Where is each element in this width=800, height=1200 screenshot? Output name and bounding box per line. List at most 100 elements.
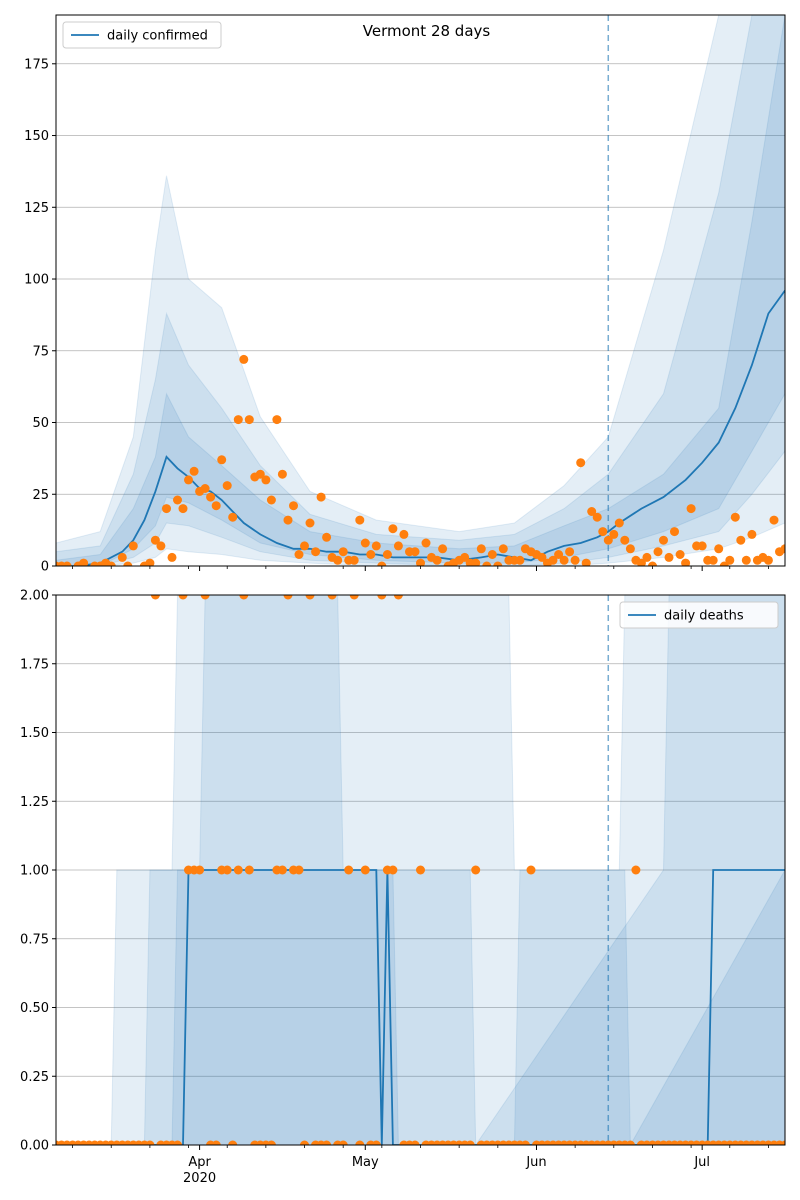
uncertainty-band-inner	[56, 868, 785, 1145]
data-point-106	[659, 535, 668, 545]
y-tick-label-4: 100	[24, 273, 49, 288]
y-tick-label-7: 1.75	[20, 657, 49, 672]
data-point-34	[239, 595, 249, 600]
data-point-48	[338, 547, 348, 557]
data-point-54	[349, 595, 359, 600]
legend-box	[62, 21, 222, 49]
data-point-73	[476, 544, 486, 554]
data-point-65	[432, 555, 442, 565]
data-point-59	[377, 595, 387, 600]
deaths-chart-panel: 0.00 0.25 0.50 0.75 1.00 1.25 1.50 1.75 2.00 Apr2…	[20, 589, 786, 1186]
data-point-31	[222, 865, 232, 875]
data-point-52	[338, 1140, 348, 1145]
data-point-34	[261, 475, 271, 485]
data-point-105	[653, 547, 663, 557]
data-point-76	[471, 865, 481, 875]
data-point-115	[708, 555, 718, 565]
data-point-61	[410, 547, 420, 557]
data-point-86	[526, 865, 536, 875]
data-point-11	[128, 541, 138, 551]
data-point-2	[62, 561, 72, 566]
data-point-29	[233, 415, 243, 425]
data-point-61	[388, 865, 398, 875]
data-point-100	[625, 544, 635, 554]
y-tick-label-8: 2.00	[20, 589, 49, 604]
data-point-17	[145, 1140, 155, 1145]
data-point-22	[173, 1140, 182, 1145]
legend-label: daily confirmed	[107, 29, 208, 44]
y-tick-label-3: 75	[32, 344, 49, 359]
data-point-132	[780, 1140, 785, 1145]
y-tick-label-0: 0.00	[20, 1139, 49, 1154]
data-point-26	[195, 865, 205, 875]
data-point-58	[371, 1140, 381, 1145]
legend: daily deaths	[619, 601, 779, 629]
data-point-113	[697, 541, 707, 551]
data-point-66	[438, 544, 448, 554]
y-tick-label-2: 50	[32, 416, 49, 431]
data-point-98	[614, 518, 624, 528]
data-point-21	[189, 466, 199, 476]
data-point-91	[576, 458, 586, 468]
x-tick-label-1: May	[352, 1155, 379, 1170]
data-point-109	[675, 550, 685, 559]
data-point-13	[145, 558, 155, 566]
data-point-37	[277, 469, 287, 479]
plot-area	[56, 15, 785, 566]
data-point-111	[686, 504, 696, 514]
data-point-116	[714, 544, 724, 554]
legend: daily confirmed	[62, 21, 222, 49]
data-point-46	[305, 595, 315, 600]
uncertainty-band-outer	[56, 15, 785, 566]
uncertainty-band-mid	[56, 15, 785, 566]
data-point-74	[482, 561, 492, 566]
data-point-43	[311, 547, 321, 557]
data-point-28	[228, 512, 238, 522]
data-point-96	[603, 535, 613, 545]
data-point-94	[592, 512, 602, 522]
data-point-41	[300, 541, 309, 551]
data-point-45	[322, 532, 332, 542]
data-point-89	[565, 547, 575, 557]
y-tick-label-7: 175	[24, 57, 49, 72]
data-point-108	[670, 527, 679, 537]
data-point-35	[266, 495, 276, 505]
y-tick-label-1: 25	[32, 488, 49, 503]
data-point-55	[355, 1140, 365, 1145]
x-tick-label-3: Jul	[693, 1155, 710, 1170]
data-point-66	[416, 865, 425, 875]
data-point-19	[178, 504, 188, 514]
y-tick-label-6: 1.50	[20, 726, 49, 741]
data-point-88	[559, 555, 569, 565]
data-point-90	[570, 555, 580, 565]
data-point-55	[377, 561, 387, 566]
data-point-126	[769, 515, 779, 525]
data-point-62	[393, 595, 403, 600]
chart-title: Vermont 28 days	[363, 22, 491, 40]
y-tick-label-0: 0	[41, 560, 49, 575]
data-point-35	[244, 865, 254, 875]
data-point-54	[371, 541, 381, 551]
data-point-8	[106, 561, 116, 566]
data-point-44	[294, 865, 304, 875]
data-point-128	[780, 544, 785, 554]
data-point-121	[741, 555, 751, 565]
data-point-29	[211, 1140, 221, 1145]
data-point-9	[117, 552, 127, 562]
data-point-31	[244, 415, 254, 425]
data-point-110	[681, 558, 691, 566]
data-point-119	[730, 512, 740, 522]
data-point-59	[399, 529, 409, 539]
data-point-104	[625, 1140, 635, 1145]
y-tick-label-3: 0.75	[20, 932, 49, 947]
data-point-53	[344, 865, 354, 875]
data-point-50	[349, 555, 359, 565]
data-point-103	[642, 552, 652, 562]
data-point-122	[747, 529, 757, 539]
data-point-56	[382, 550, 392, 559]
data-point-95	[598, 527, 608, 537]
data-point-30	[239, 354, 249, 364]
y-tick-label-5: 1.25	[20, 795, 49, 810]
